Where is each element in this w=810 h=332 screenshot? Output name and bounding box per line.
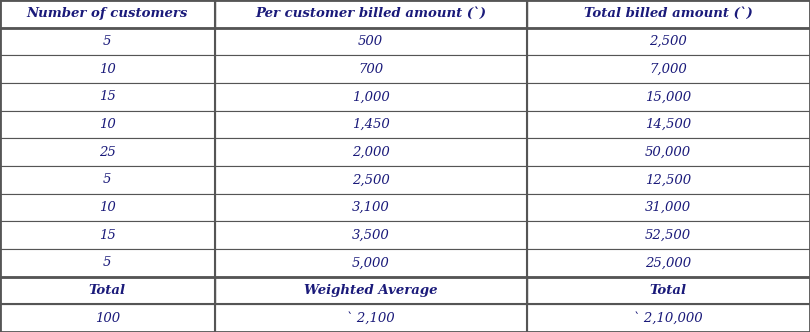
Text: 5,000: 5,000: [352, 256, 390, 269]
Bar: [526, 111, 810, 138]
Bar: [0, 221, 215, 249]
Text: 2,500: 2,500: [352, 173, 390, 186]
Bar: [0, 249, 215, 277]
Bar: [0, 194, 215, 221]
Bar: [0, 0, 215, 28]
Text: 10: 10: [99, 63, 116, 76]
Bar: [215, 277, 526, 304]
Text: 15: 15: [99, 90, 116, 103]
Text: 5: 5: [103, 256, 112, 269]
Bar: [0, 28, 215, 55]
Bar: [0, 83, 215, 111]
Bar: [215, 138, 526, 166]
Text: ` 2,100: ` 2,100: [346, 312, 395, 325]
Bar: [0, 111, 215, 138]
Bar: [0, 277, 215, 304]
Bar: [215, 194, 526, 221]
Text: 3,100: 3,100: [352, 201, 390, 214]
Bar: [526, 166, 810, 194]
Text: 1,450: 1,450: [352, 118, 390, 131]
Text: 5: 5: [103, 173, 112, 186]
Text: Number of customers: Number of customers: [27, 7, 188, 20]
Text: 5: 5: [103, 35, 112, 48]
Bar: [526, 304, 810, 332]
Text: 500: 500: [358, 35, 383, 48]
Bar: [215, 249, 526, 277]
Text: 52,500: 52,500: [646, 229, 691, 242]
Text: 15: 15: [99, 229, 116, 242]
Bar: [526, 194, 810, 221]
Text: Total: Total: [650, 284, 687, 297]
Bar: [215, 221, 526, 249]
Text: Total billed amount (`): Total billed amount (`): [584, 7, 752, 20]
Text: 700: 700: [358, 63, 383, 76]
Text: 100: 100: [95, 312, 120, 325]
Text: 12,500: 12,500: [646, 173, 691, 186]
Bar: [526, 221, 810, 249]
Text: 25: 25: [99, 146, 116, 159]
Bar: [526, 83, 810, 111]
Bar: [0, 138, 215, 166]
Text: 25,000: 25,000: [646, 256, 691, 269]
Text: Weighted Average: Weighted Average: [304, 284, 437, 297]
Text: Total: Total: [89, 284, 126, 297]
Text: 10: 10: [99, 118, 116, 131]
Text: 14,500: 14,500: [646, 118, 691, 131]
Text: 2,500: 2,500: [650, 35, 687, 48]
Text: 10: 10: [99, 201, 116, 214]
Bar: [526, 138, 810, 166]
Bar: [215, 111, 526, 138]
Text: 7,000: 7,000: [650, 63, 687, 76]
Bar: [0, 166, 215, 194]
Text: Per customer billed amount (`): Per customer billed amount (`): [255, 7, 486, 20]
Bar: [526, 277, 810, 304]
Bar: [526, 0, 810, 28]
Text: 31,000: 31,000: [646, 201, 691, 214]
Bar: [215, 166, 526, 194]
Bar: [0, 304, 215, 332]
Text: ` 2,10,000: ` 2,10,000: [633, 312, 703, 325]
Bar: [215, 304, 526, 332]
Bar: [215, 55, 526, 83]
Bar: [526, 55, 810, 83]
Bar: [215, 28, 526, 55]
Bar: [526, 249, 810, 277]
Text: 15,000: 15,000: [646, 90, 691, 103]
Text: 1,000: 1,000: [352, 90, 390, 103]
Text: 3,500: 3,500: [352, 229, 390, 242]
Bar: [526, 28, 810, 55]
Text: 2,000: 2,000: [352, 146, 390, 159]
Bar: [0, 55, 215, 83]
Bar: [215, 0, 526, 28]
Text: 50,000: 50,000: [646, 146, 691, 159]
Bar: [215, 83, 526, 111]
